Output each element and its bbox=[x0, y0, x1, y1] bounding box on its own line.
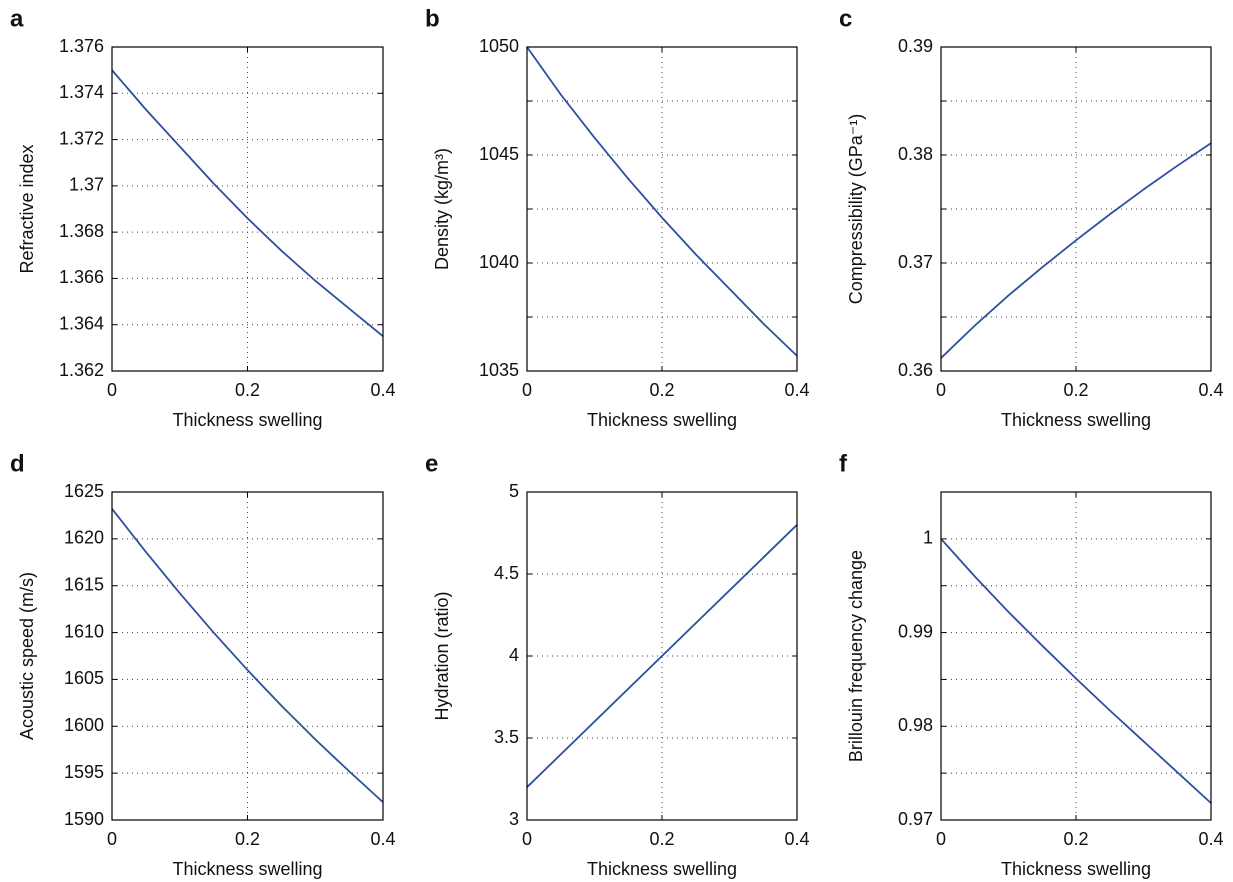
y-tick-label: 0.38 bbox=[898, 144, 933, 164]
y-tick-label: 3.5 bbox=[494, 727, 519, 747]
panel-label: a bbox=[10, 5, 24, 32]
x-tick-label: 0.4 bbox=[784, 829, 809, 849]
x-tick-label: 0 bbox=[936, 829, 946, 849]
x-tick-label: 0 bbox=[522, 380, 532, 400]
x-tick-label: 0.4 bbox=[370, 829, 395, 849]
x-tick-label: 0 bbox=[936, 380, 946, 400]
y-tick-label: 1045 bbox=[479, 144, 519, 164]
x-axis-label: Thickness swelling bbox=[587, 410, 737, 430]
x-tick-label: 0 bbox=[522, 829, 532, 849]
y-tick-label: 1625 bbox=[64, 481, 104, 501]
axes-box bbox=[940, 46, 1212, 372]
data-line bbox=[111, 508, 384, 803]
y-tick-label: 1 bbox=[923, 528, 933, 548]
y-tick-label: 1590 bbox=[64, 809, 104, 829]
y-tick-label: 1035 bbox=[479, 360, 519, 380]
x-tick-label: 0.2 bbox=[649, 829, 674, 849]
x-tick-label: 0.2 bbox=[649, 380, 674, 400]
data-line bbox=[111, 69, 384, 337]
x-tick-label: 0.4 bbox=[784, 380, 809, 400]
y-tick-label: 4 bbox=[509, 645, 519, 665]
y-tick-label: 1.37 bbox=[69, 175, 104, 195]
x-axis-label: Thickness swelling bbox=[1001, 410, 1151, 430]
y-tick-label: 0.98 bbox=[898, 715, 933, 735]
y-tick-label: 1.366 bbox=[59, 267, 104, 287]
x-tick-label: 0.2 bbox=[1063, 829, 1088, 849]
panel-label: e bbox=[425, 450, 438, 477]
y-tick-label: 1.374 bbox=[59, 82, 104, 102]
y-axis-label: Refractive index bbox=[17, 144, 37, 273]
y-tick-label: 0.36 bbox=[898, 360, 933, 380]
x-tick-label: 0.2 bbox=[235, 829, 260, 849]
y-axis-label: Compressibility (GPa⁻¹) bbox=[846, 114, 866, 305]
data-line bbox=[940, 142, 1212, 359]
y-tick-label: 1040 bbox=[479, 252, 519, 272]
y-tick-label: 1.376 bbox=[59, 36, 104, 56]
data-line bbox=[526, 524, 798, 788]
y-tick-label: 1.368 bbox=[59, 221, 104, 241]
x-axis-label: Thickness swelling bbox=[172, 410, 322, 430]
y-tick-label: 1610 bbox=[64, 621, 104, 641]
axes-box bbox=[940, 491, 1212, 821]
x-tick-label: 0.2 bbox=[235, 380, 260, 400]
x-axis-label: Thickness swelling bbox=[587, 859, 737, 879]
x-axis-label: Thickness swelling bbox=[1001, 859, 1151, 879]
y-tick-label: 1595 bbox=[64, 762, 104, 782]
y-tick-label: 1605 bbox=[64, 668, 104, 688]
y-tick-label: 5 bbox=[509, 481, 519, 501]
panel-label: f bbox=[839, 450, 848, 477]
axes-box bbox=[526, 491, 798, 821]
x-tick-label: 0 bbox=[107, 829, 117, 849]
x-tick-label: 0 bbox=[107, 380, 117, 400]
y-axis-label: Hydration (ratio) bbox=[432, 591, 452, 720]
y-axis-label: Acoustic speed (m/s) bbox=[17, 572, 37, 740]
x-tick-label: 0.4 bbox=[1198, 829, 1223, 849]
x-tick-label: 0.4 bbox=[1198, 380, 1223, 400]
data-line bbox=[526, 46, 798, 357]
y-tick-label: 1050 bbox=[479, 36, 519, 56]
y-tick-label: 1600 bbox=[64, 715, 104, 735]
panel-label: b bbox=[425, 5, 440, 32]
y-tick-label: 1.372 bbox=[59, 128, 104, 148]
y-tick-label: 0.39 bbox=[898, 36, 933, 56]
data-line bbox=[940, 538, 1212, 804]
y-axis-label: Brillouin frequency change bbox=[846, 550, 866, 762]
y-tick-label: 0.37 bbox=[898, 252, 933, 272]
y-tick-label: 1620 bbox=[64, 528, 104, 548]
axes-box bbox=[526, 46, 798, 372]
x-tick-label: 0.2 bbox=[1063, 380, 1088, 400]
y-tick-label: 1615 bbox=[64, 574, 104, 594]
x-axis-label: Thickness swelling bbox=[172, 859, 322, 879]
panel-label: d bbox=[10, 450, 25, 477]
y-tick-label: 1.362 bbox=[59, 360, 104, 380]
y-axis-label: Density (kg/m³) bbox=[432, 148, 452, 270]
y-tick-label: 0.97 bbox=[898, 809, 933, 829]
y-tick-label: 0.99 bbox=[898, 621, 933, 641]
y-tick-label: 4.5 bbox=[494, 563, 519, 583]
y-tick-label: 3 bbox=[509, 809, 519, 829]
panel-label: c bbox=[839, 5, 852, 32]
axes-box bbox=[111, 46, 384, 372]
x-tick-label: 0.4 bbox=[370, 380, 395, 400]
y-tick-label: 1.364 bbox=[59, 313, 104, 333]
axes-box bbox=[111, 491, 384, 821]
